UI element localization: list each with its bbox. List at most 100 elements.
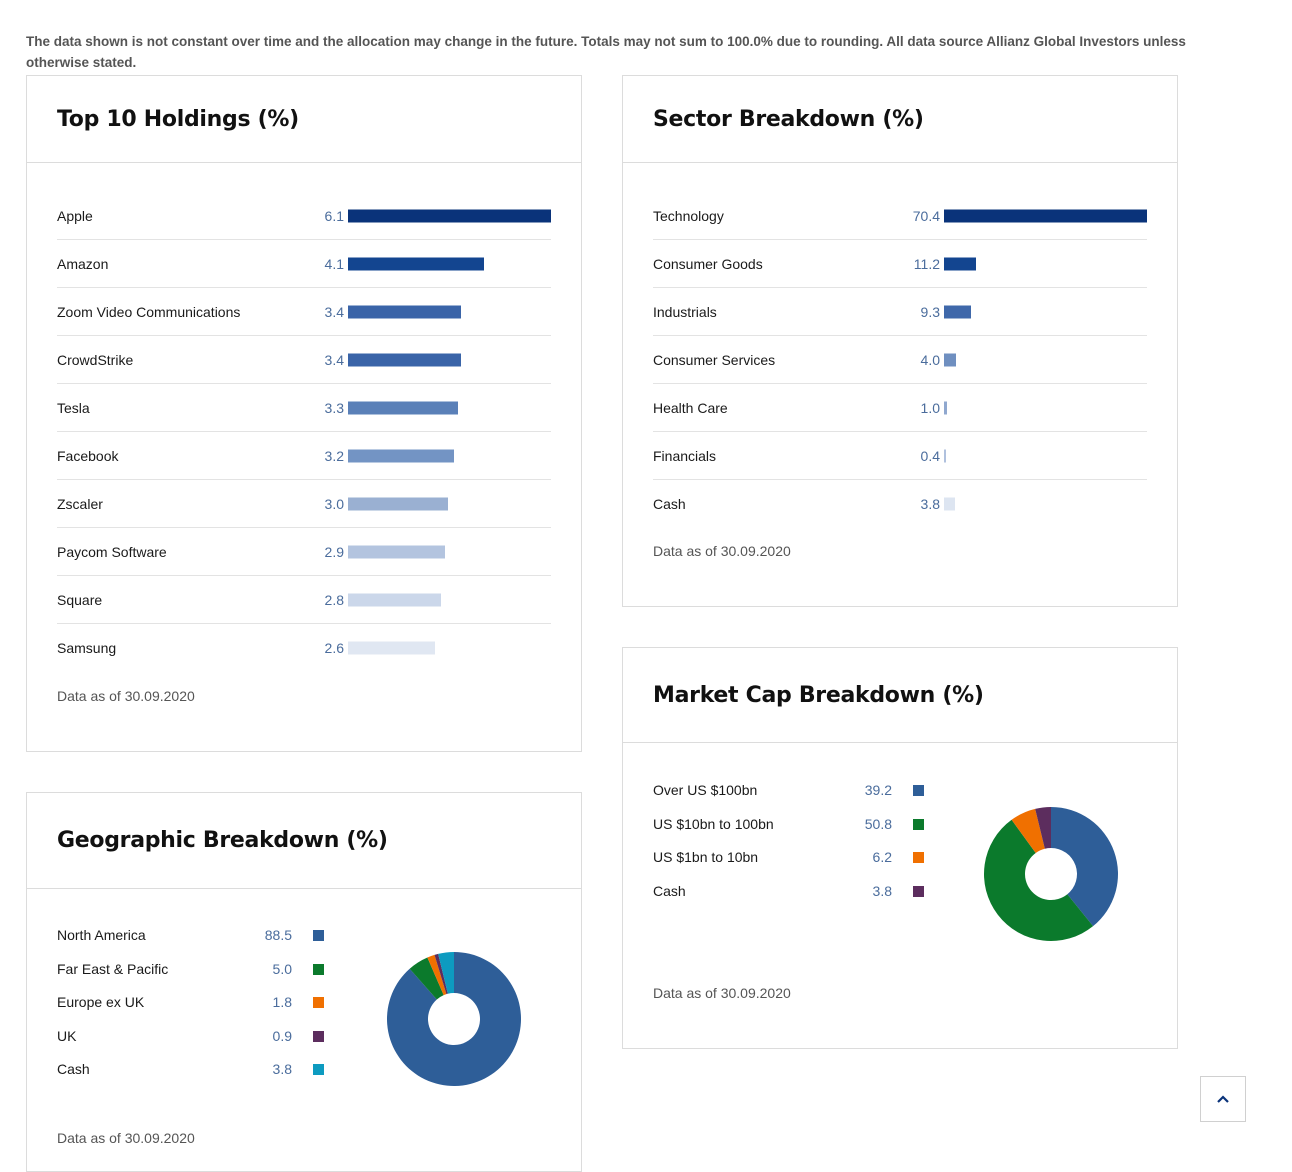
sector-bar-health-care bbox=[944, 401, 947, 414]
holdings-value-crowdstrike: 3.4 bbox=[324, 351, 344, 368]
market-cap-title: Market Cap Breakdown (%) bbox=[653, 682, 984, 708]
geo-legend-label-far-east-pacific: Far East & Pacific bbox=[57, 960, 169, 977]
holdings-value-tesla: 3.3 bbox=[324, 399, 344, 416]
geo-legend-item-cash: Cash 3.8 bbox=[57, 1061, 329, 1095]
sector-bar-cash bbox=[944, 497, 955, 511]
marketcap-legend-item-over-us-100bn: Over US $100bn 39.2 bbox=[653, 782, 925, 816]
sector-value-consumer-goods: 11.2 bbox=[913, 255, 940, 272]
sector-row-industrials: Industrials 9.3 bbox=[653, 288, 1147, 336]
holdings-bar-apple bbox=[348, 209, 551, 222]
sector-row-consumer-goods: Consumer Goods 11.2 bbox=[653, 240, 1147, 288]
marketcap-legend-label-us-1bn-to-10bn: US $1bn to 10bn bbox=[653, 849, 759, 865]
geo-legend-value-europe-ex-uk: 1.8 bbox=[272, 994, 292, 1010]
geo-legend-label-uk: UK bbox=[57, 1027, 77, 1044]
geo-legend-item-uk: UK 0.9 bbox=[57, 1028, 329, 1062]
sector-bar-consumer-services bbox=[944, 353, 956, 366]
sector-value-cash: 3.8 bbox=[920, 496, 940, 512]
top-holdings-as-of: Data as of 30.09.2020 bbox=[57, 688, 195, 704]
geo-legend-label-north-america: North America bbox=[57, 927, 146, 943]
holdings-label-square: Square bbox=[57, 591, 103, 608]
marketcap-slice-over-us-100bn bbox=[1051, 807, 1118, 927]
holdings-bar-square bbox=[348, 593, 442, 606]
geographic-donut-chart bbox=[387, 952, 521, 1086]
market-cap-donut-chart bbox=[984, 807, 1118, 941]
geographic-breakdown-card: Geographic Breakdown (%) North America 88… bbox=[26, 792, 582, 1172]
geo-slice-europe-ex-uk bbox=[427, 954, 447, 996]
geo-slice-far-east-pacific bbox=[409, 957, 444, 1000]
marketcap-legend-label-cash: Cash bbox=[653, 882, 686, 899]
scroll-to-top-button[interactable] bbox=[1200, 1076, 1246, 1122]
geographic-breakdown-title: Geographic Breakdown (%) bbox=[57, 828, 388, 853]
sector-row-health-care: Health Care 1.0 bbox=[653, 384, 1147, 432]
marketcap-legend-value-us-10bn-to-100bn: 50.8 bbox=[864, 815, 892, 832]
top-holdings-title: Top 10 Holdings (%) bbox=[57, 106, 299, 132]
sector-value-industrials: 9.3 bbox=[920, 303, 940, 320]
marketcap-slice-us-1bn-to-10bn bbox=[1011, 808, 1045, 853]
geo-legend-item-europe-ex-uk: Europe ex UK 1.8 bbox=[57, 994, 329, 1028]
holdings-row-samsung: Samsung 2.6 bbox=[57, 624, 551, 672]
holdings-bar-paycom-software bbox=[348, 545, 445, 558]
holdings-bar-crowdstrike bbox=[348, 353, 462, 366]
geo-legend-item-far-east-pacific: Far East & Pacific 5.0 bbox=[57, 961, 329, 995]
sector-breakdown-header: Sector Breakdown (%) bbox=[623, 76, 1177, 163]
sector-row-technology: Technology 70.4 bbox=[653, 192, 1147, 240]
top-holdings-bar-list: Apple 6.1 Amazon 4.1 Zoom Video Communicatio… bbox=[57, 192, 551, 672]
marketcap-legend-value-cash: 3.8 bbox=[872, 882, 892, 899]
marketcap-legend-value-us-1bn-to-10bn: 6.2 bbox=[872, 849, 892, 865]
marketcap-legend-item-us-10bn-to-100bn: US $10bn to 100bn 50.8 bbox=[653, 816, 925, 850]
sector-bar-technology bbox=[944, 209, 1147, 222]
holdings-row-zoom-video-communications: Zoom Video Communications 3.4 bbox=[57, 288, 551, 336]
geo-legend-swatch-north-america bbox=[313, 930, 324, 941]
marketcap-legend-value-over-us-100bn: 39.2 bbox=[864, 782, 892, 798]
geo-legend-value-uk: 0.9 bbox=[272, 1027, 292, 1044]
market-cap-header: Market Cap Breakdown (%) bbox=[623, 648, 1177, 743]
holdings-row-crowdstrike: CrowdStrike 3.4 bbox=[57, 336, 551, 384]
sector-bar-industrials bbox=[944, 305, 971, 318]
holdings-row-zscaler: Zscaler 3.0 bbox=[57, 480, 551, 528]
marketcap-legend-item-us-1bn-to-10bn: US $1bn to 10bn 6.2 bbox=[653, 849, 925, 883]
holdings-value-zoom-video-communications: 3.4 bbox=[324, 303, 344, 320]
holdings-bar-facebook bbox=[348, 449, 455, 462]
holdings-label-apple: Apple bbox=[57, 207, 93, 224]
sector-bar-financials bbox=[944, 449, 946, 462]
geo-legend-swatch-europe-ex-uk bbox=[313, 997, 324, 1008]
holdings-label-samsung: Samsung bbox=[57, 640, 117, 656]
holdings-value-amazon: 4.1 bbox=[324, 255, 344, 272]
holdings-label-paycom-software: Paycom Software bbox=[57, 543, 167, 560]
holdings-row-amazon: Amazon 4.1 bbox=[57, 240, 551, 288]
sector-row-consumer-services: Consumer Services 4.0 bbox=[653, 336, 1147, 384]
geo-legend-value-cash: 3.8 bbox=[272, 1061, 292, 1077]
holdings-value-samsung: 2.6 bbox=[324, 640, 344, 656]
holdings-label-zoom-video-communications: Zoom Video Communications bbox=[57, 303, 241, 320]
sector-label-financials: Financials bbox=[653, 447, 717, 464]
geo-legend-swatch-far-east-pacific bbox=[313, 963, 324, 975]
sector-label-technology: Technology bbox=[653, 207, 724, 224]
marketcap-legend-swatch-us-10bn-to-100bn bbox=[913, 818, 924, 830]
holdings-bar-zoom-video-communications bbox=[348, 305, 462, 318]
holdings-label-amazon: Amazon bbox=[57, 255, 109, 272]
market-cap-as-of: Data as of 30.09.2020 bbox=[653, 985, 791, 1001]
holdings-row-paycom-software: Paycom Software 2.9 bbox=[57, 528, 551, 576]
holdings-value-facebook: 3.2 bbox=[324, 447, 344, 464]
sector-label-consumer-services: Consumer Services bbox=[653, 351, 776, 368]
geo-slice-uk bbox=[434, 953, 448, 995]
sector-breakdown-title: Sector Breakdown (%) bbox=[653, 106, 924, 132]
holdings-label-tesla: Tesla bbox=[57, 399, 90, 416]
holdings-bar-tesla bbox=[348, 401, 458, 414]
holdings-row-apple: Apple 6.1 bbox=[57, 192, 551, 240]
marketcap-slice-us-10bn-to-100bn bbox=[984, 819, 1094, 941]
geo-legend-swatch-cash bbox=[313, 1064, 324, 1075]
holdings-label-facebook: Facebook bbox=[57, 447, 119, 464]
sector-value-technology: 70.4 bbox=[912, 207, 940, 224]
marketcap-legend-label-over-us-100bn: Over US $100bn bbox=[653, 782, 758, 798]
sector-value-consumer-services: 4.0 bbox=[920, 351, 940, 368]
holdings-value-apple: 6.1 bbox=[324, 207, 344, 224]
holdings-row-tesla: Tesla 3.3 bbox=[57, 384, 551, 432]
holdings-bar-amazon bbox=[348, 257, 485, 270]
geo-slice-cash bbox=[438, 952, 454, 994]
holdings-row-square: Square 2.8 bbox=[57, 576, 551, 624]
geographic-legend: North America 88.5 Far East & Pacific 5.0 Eu… bbox=[57, 927, 329, 1095]
sector-breakdown-bar-list: Technology 70.4 Consumer Goods 11.2 Industri… bbox=[653, 192, 1147, 528]
marketcap-legend-swatch-cash bbox=[913, 885, 924, 897]
holdings-label-crowdstrike: CrowdStrike bbox=[57, 351, 134, 368]
